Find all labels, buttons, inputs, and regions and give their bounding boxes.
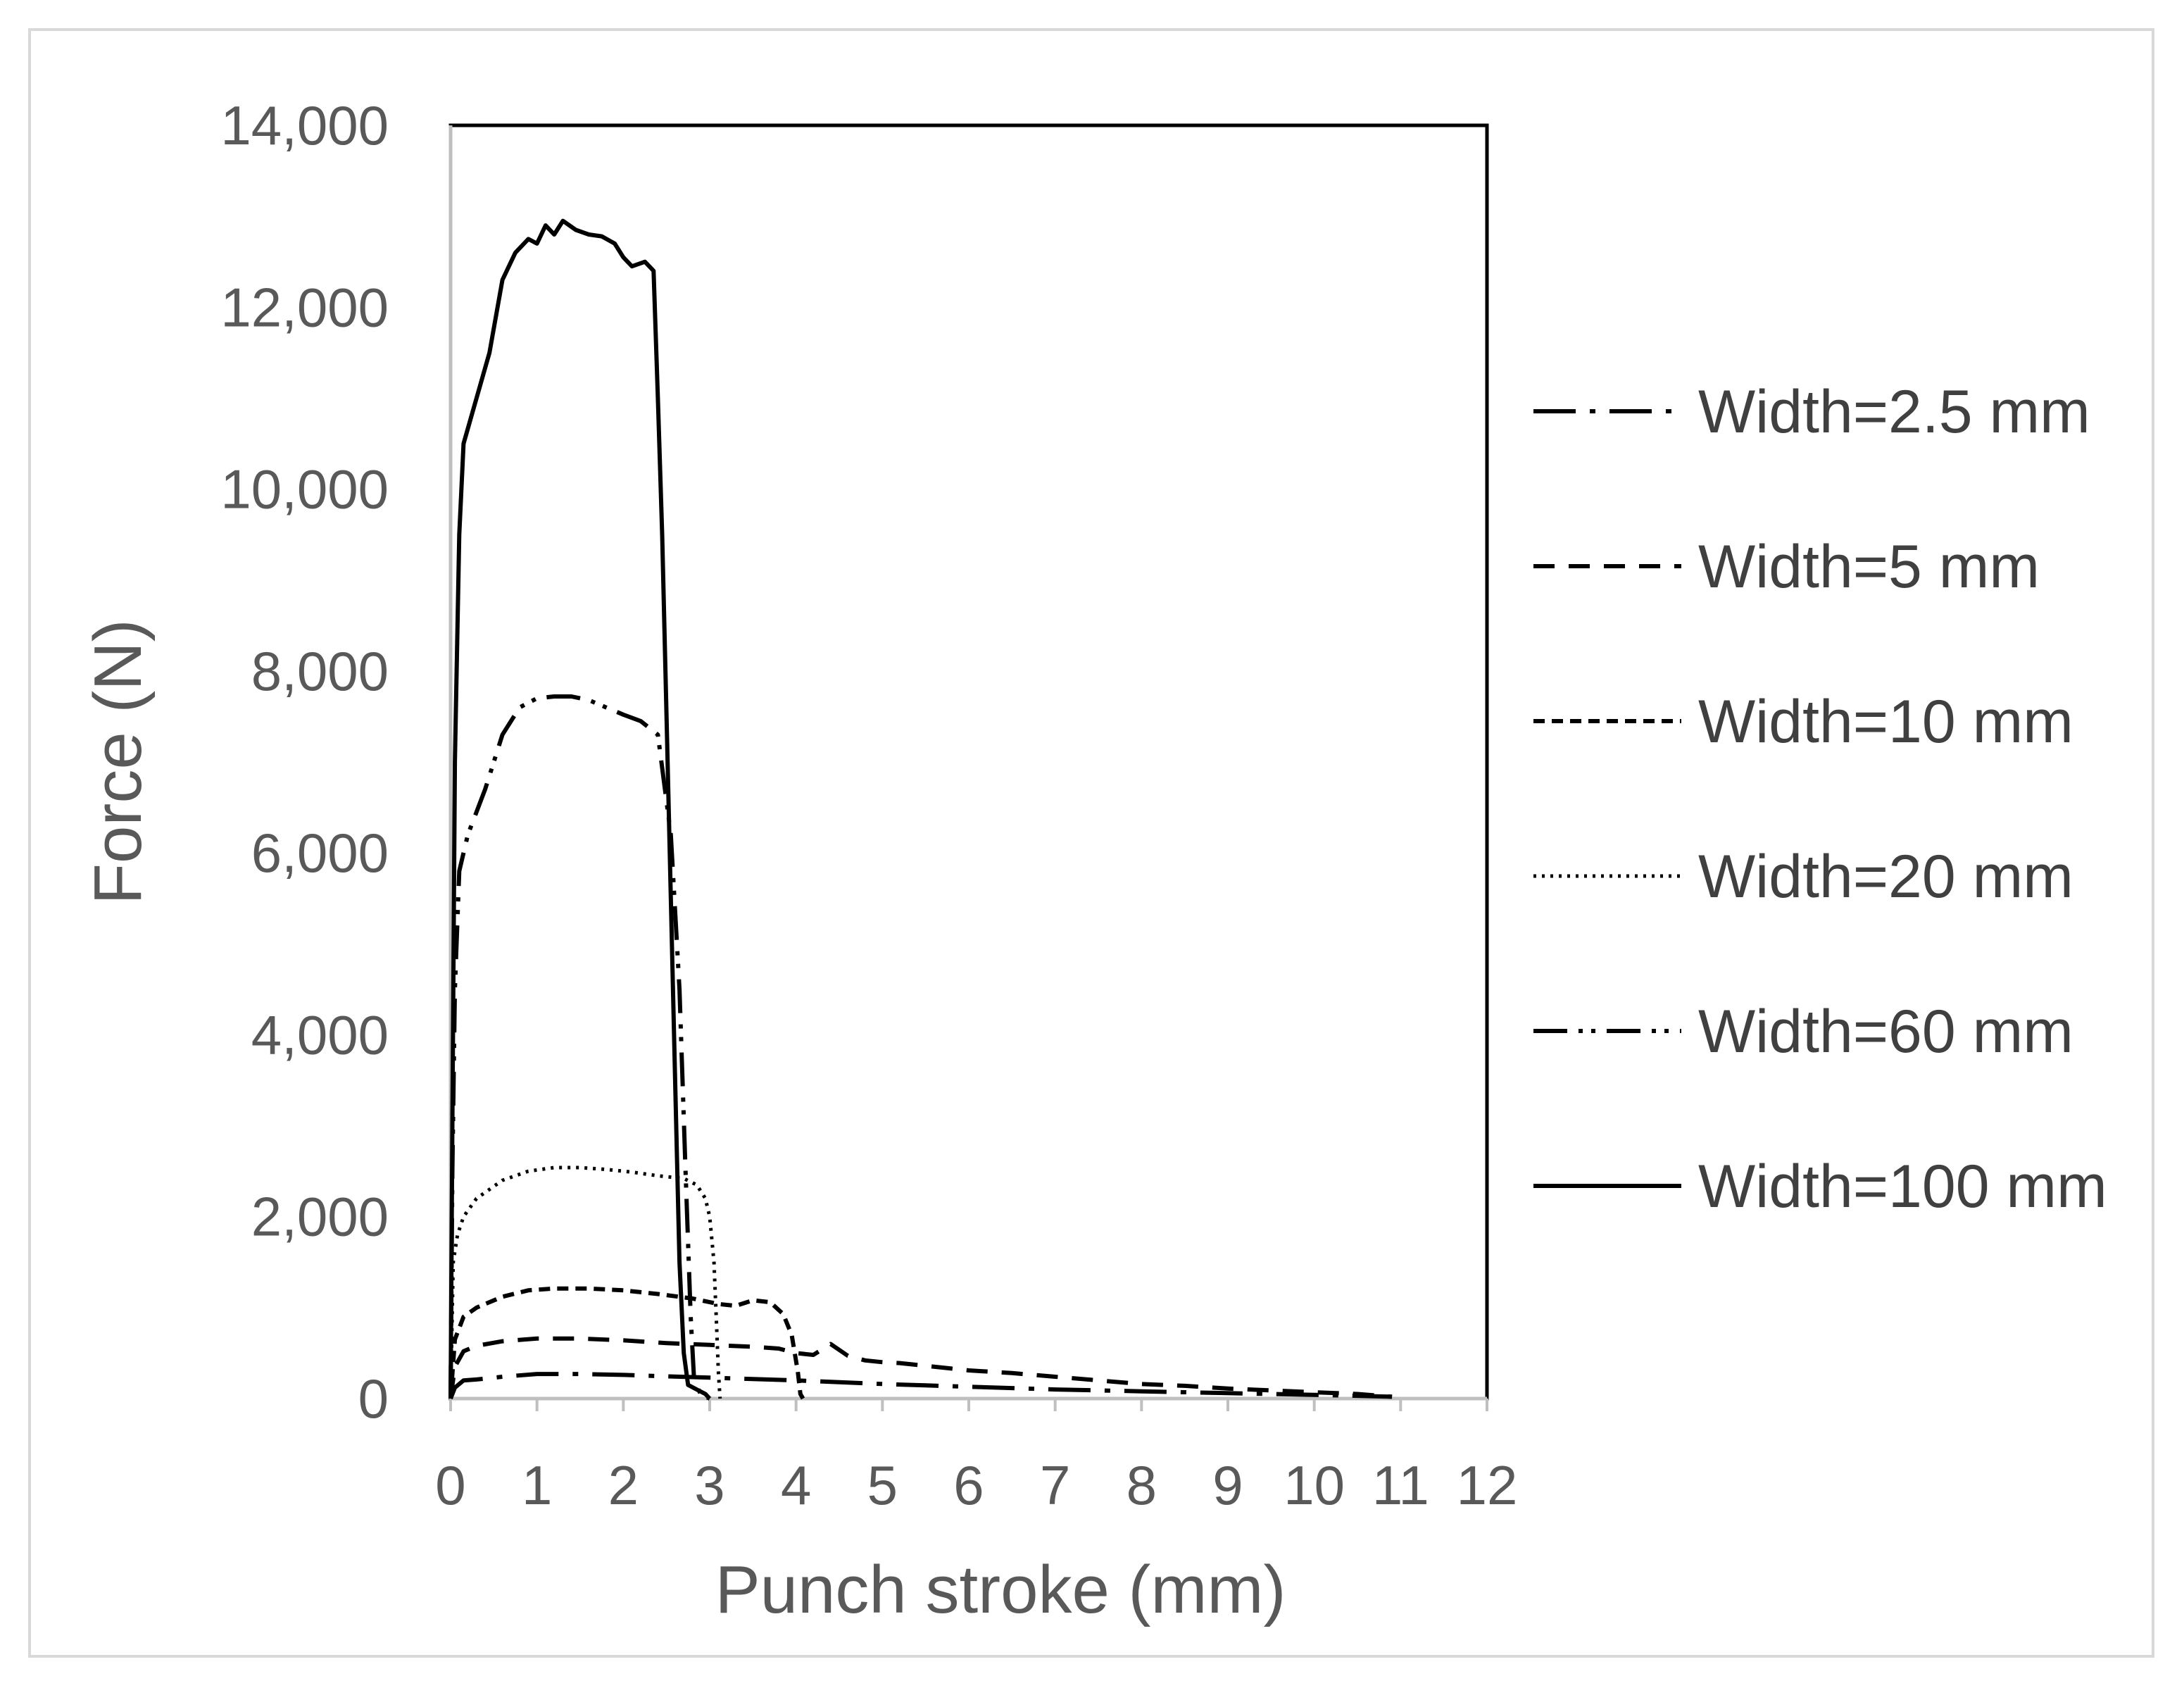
series-line-3 bbox=[448, 1286, 805, 1400]
y-tick-label: 14,000 bbox=[220, 94, 389, 156]
series-line-4 bbox=[448, 1165, 722, 1399]
chart-frame bbox=[28, 28, 2154, 1658]
plot-frame bbox=[448, 123, 1489, 1401]
legend-label: Width=10 mm bbox=[1698, 688, 2073, 756]
x-tick-label: 12 bbox=[1457, 1454, 1518, 1516]
x-tick-label: 2 bbox=[608, 1454, 639, 1516]
x-tick-marks bbox=[449, 1399, 1488, 1411]
legend-label: Width=100 mm bbox=[1698, 1153, 2107, 1220]
legend: Width=2.5 mm Width=5 mm Width=10 mm Width=2… bbox=[1533, 378, 2107, 1220]
series-line-2 bbox=[448, 1336, 1393, 1399]
plot-area: 02,0004,0006,0008,00010,00012,00014,000 … bbox=[220, 94, 1517, 1516]
x-tick-label: 4 bbox=[781, 1454, 811, 1516]
x-tick-label: 1 bbox=[522, 1454, 552, 1516]
x-tick-label: 11 bbox=[1372, 1454, 1429, 1516]
x-tick-labels: 0 1 2 3 4 5 6 7 8 9 10 11 12 bbox=[435, 1454, 1517, 1516]
legend-label: Width=2.5 mm bbox=[1698, 378, 2090, 446]
x-tick-label: 6 bbox=[953, 1454, 984, 1516]
y-tick-label: 6,000 bbox=[251, 822, 389, 884]
x-tick-label: 5 bbox=[867, 1454, 898, 1516]
x-tick-label: 0 bbox=[435, 1454, 465, 1516]
y-tick-label: 4,000 bbox=[251, 1004, 389, 1065]
y-tick-label: 2,000 bbox=[251, 1186, 389, 1248]
legend-label: Width=20 mm bbox=[1698, 843, 2073, 911]
legend-label: Width=5 mm bbox=[1698, 533, 2040, 601]
series-lines bbox=[448, 218, 1393, 1401]
x-axis-title: Punch stroke (mm) bbox=[715, 1552, 1286, 1627]
x-tick-label: 9 bbox=[1212, 1454, 1243, 1516]
x-tick-label: 7 bbox=[1040, 1454, 1070, 1516]
series-line-1 bbox=[448, 1372, 1393, 1400]
y-tick-label: 8,000 bbox=[251, 640, 389, 702]
legend-label: Width=60 mm bbox=[1698, 998, 2073, 1065]
series-line-5 bbox=[448, 694, 711, 1401]
series-line-6 bbox=[448, 218, 712, 1401]
x-tick-label: 3 bbox=[694, 1454, 724, 1516]
y-tick-label: 10,000 bbox=[220, 458, 389, 520]
y-axis-title: Force (N) bbox=[80, 619, 156, 904]
x-tick-label: 10 bbox=[1284, 1454, 1345, 1516]
x-tick-label: 8 bbox=[1126, 1454, 1157, 1516]
y-tick-labels: 0 2,000 4,000 6,000 8,000 10,000 12,000 14,000 bbox=[220, 94, 389, 1430]
y-tick-label: 0 bbox=[358, 1368, 389, 1430]
y-tick-label: 12,000 bbox=[220, 276, 389, 338]
